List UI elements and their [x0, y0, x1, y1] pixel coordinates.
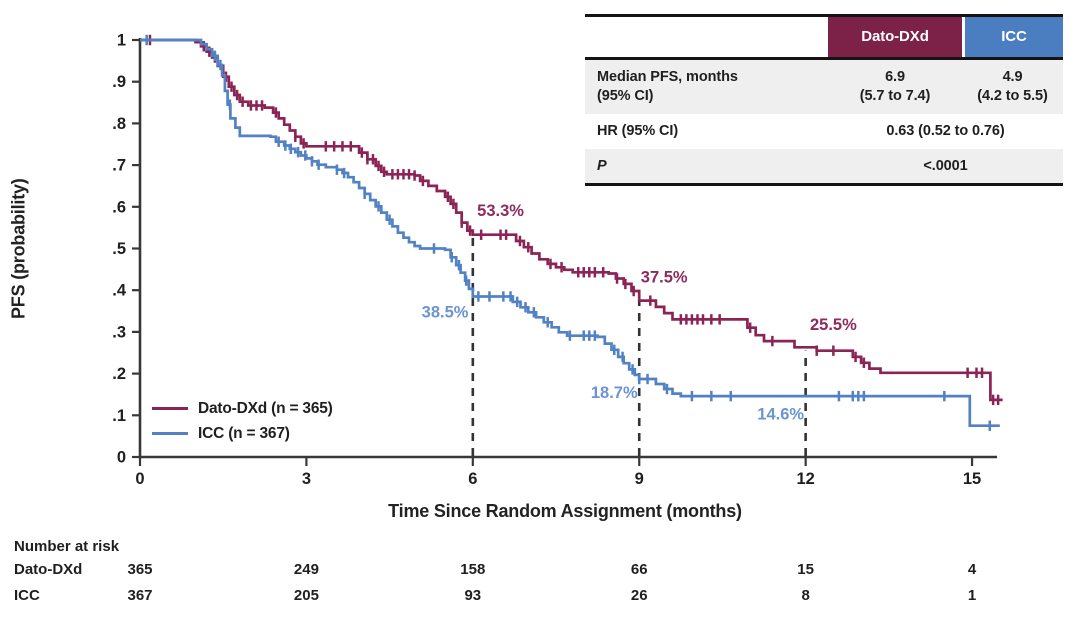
legend-swatch-dato [152, 407, 188, 410]
risk-count: 93 [464, 586, 482, 604]
annotation-dato-25.5%: 25.5% [810, 316, 857, 334]
y-axis-title: PFS (probability) [8, 178, 29, 319]
y-tick-label: .6 [112, 198, 126, 216]
y-tick-label: .4 [112, 282, 127, 300]
y-tick-label: .9 [112, 73, 126, 91]
risk-count: 158 [460, 561, 486, 578]
x-tick-label: 12 [796, 470, 814, 488]
annotation-icc-18.7%: 18.7% [591, 384, 638, 402]
stats-value-hr: 0.63 (0.52 to 0.76) [886, 122, 1005, 139]
x-tick-label: 3 [302, 470, 311, 488]
stats-value-p: <.0001 [923, 157, 968, 174]
annotation-dato-37.5%: 37.5% [641, 269, 688, 287]
risk-count: 8 [801, 586, 810, 604]
risk-count: 1 [967, 586, 977, 604]
y-tick-label: 1 [117, 32, 126, 50]
legend: Dato-DXd (n = 365) ICC (n = 367) [152, 396, 333, 446]
x-tick-label: 6 [468, 470, 477, 488]
risk-count: 66 [630, 561, 648, 578]
risk-count: 205 [293, 586, 319, 604]
risk-count: 15 [797, 561, 814, 578]
y-tick-label: .7 [112, 157, 126, 175]
risk-count: 365 [127, 561, 153, 578]
km-curve-dato [140, 38, 1003, 402]
risk-row-dato-dxd: Dato-DXd 365 249 158 66 15 4 [0, 561, 1080, 581]
annotation-icc-38.5%: 38.5% [422, 303, 469, 321]
x-axis-title: Time Since Random Assignment (months) [388, 501, 742, 521]
stats-value-median-dato: 6.9 (5.7 to 7.4) [859, 69, 931, 104]
risk-row-label: Dato-DXd [14, 561, 83, 578]
stats-header-corner [585, 17, 828, 57]
x-tick-label: 15 [963, 470, 981, 488]
legend-label-icc: ICC (n = 367) [198, 424, 290, 442]
legend-swatch-icc [152, 432, 188, 435]
legend-item-icc: ICC (n = 367) [152, 421, 333, 446]
stats-label-hr: HR (95% CI) [597, 122, 679, 139]
legend-label-dato: Dato-DXd (n = 365) [198, 399, 333, 417]
stats-value-median-icc: 4.9 (4.2 to 5.5) [977, 69, 1048, 104]
stats-label-p: P [597, 157, 607, 174]
risk-count: 26 [630, 586, 648, 604]
y-tick-label: .3 [112, 323, 126, 341]
y-tick-label: 0 [117, 449, 126, 467]
risk-count: 367 [127, 586, 153, 604]
y-tick-label: .5 [112, 240, 126, 258]
stats-header-icc: ICC [962, 17, 1063, 57]
stats-row-median-pfs: Median PFS, months (95% CI) 6.9 (5.7 to … [585, 60, 1063, 114]
stats-row-hr: HR (95% CI) 0.63 (0.52 to 0.76) [585, 114, 1063, 149]
stats-row-p: P <.0001 [585, 148, 1063, 184]
censor-marks-icc [145, 34, 992, 431]
x-tick-label: 9 [635, 470, 644, 488]
annotation-dato-53.3%: 53.3% [477, 202, 524, 220]
y-tick-label: .8 [112, 115, 126, 133]
risk-row-label: ICC [14, 586, 40, 604]
annotation-icc-14.6%: 14.6% [757, 405, 804, 423]
risk-table-title: Number at risk [14, 538, 120, 555]
risk-row-icc: ICC 367 205 93 26 8 1 [0, 587, 1080, 607]
stats-table: Dato-DXd ICC Median PFS, months (95% CI)… [585, 14, 1063, 187]
risk-count: 249 [293, 561, 319, 578]
y-tick-label: .2 [112, 365, 126, 383]
risk-count: 4 [967, 561, 977, 578]
stats-header-dato: Dato-DXd [828, 17, 962, 57]
stats-label-median-pfs: Median PFS, months (95% CI) [597, 69, 738, 104]
legend-item-dato: Dato-DXd (n = 365) [152, 396, 333, 421]
km-curve-icc [140, 38, 1000, 428]
x-tick-label: 0 [135, 470, 144, 488]
stats-table-header: Dato-DXd ICC [585, 17, 1063, 60]
y-tick-label: .1 [112, 407, 126, 425]
